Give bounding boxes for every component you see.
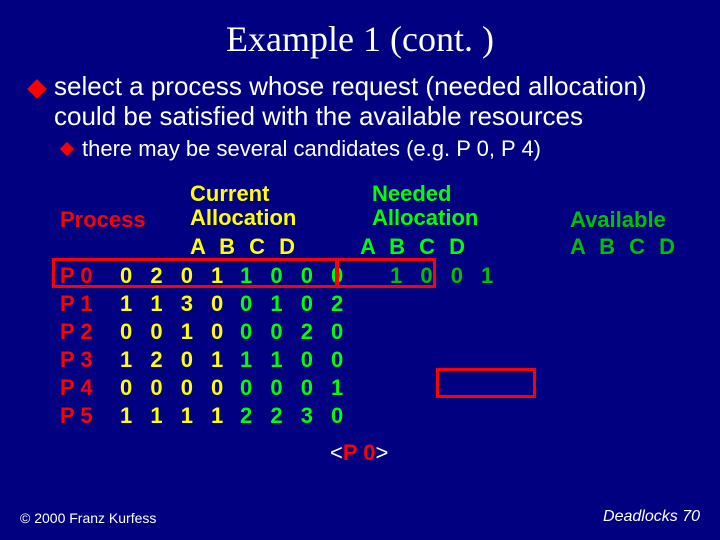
diamond-icon: [60, 142, 74, 156]
abcd-current: A B C D: [190, 234, 299, 260]
slide-title: Example 1 (cont. ): [0, 0, 720, 72]
slide-content: select a process whose request (needed a…: [0, 72, 720, 162]
needed-values: 1 1 0 0: [240, 346, 350, 374]
header-needed: Needed Allocation: [372, 182, 478, 230]
needed-values: 0 1 0 2: [240, 290, 350, 318]
copyright-text: © 2000 Franz Kurfess: [20, 510, 156, 526]
abcd-needed: A B C D: [360, 234, 469, 260]
sub-bullet-text: there may be several candidates (e.g. P …: [82, 136, 541, 162]
header-current: Current Allocation: [190, 182, 296, 230]
process-name: P 2: [60, 318, 120, 346]
table-row: P 11 1 3 0 0 1 0 2: [60, 290, 500, 318]
abcd-available: A B C D: [570, 234, 679, 260]
main-bullet: select a process whose request (needed a…: [30, 72, 690, 132]
selected-process: <P 0>: [330, 440, 388, 466]
highlight-box: [436, 368, 536, 398]
process-name: P 4: [60, 374, 120, 402]
current-values: 1 2 0 1: [120, 346, 230, 374]
needed-values: 0 0 2 0: [240, 318, 350, 346]
current-values: 0 0 0 0: [120, 374, 230, 402]
current-values: 1 1 3 0: [120, 290, 230, 318]
table-row: P 20 0 1 0 0 0 2 0: [60, 318, 500, 346]
process-name: P 1: [60, 290, 120, 318]
current-values: 1 1 1 1: [120, 402, 230, 430]
needed-values: 2 2 3 0: [240, 402, 350, 430]
table-row: P 31 2 0 1 1 1 0 0: [60, 346, 500, 374]
table-row: P 40 0 0 0 0 0 0 1: [60, 374, 500, 402]
table-row: P 51 1 1 1 2 2 3 0: [60, 402, 500, 430]
highlight-box: [52, 258, 338, 288]
angle-bracket-icon: >: [375, 440, 388, 465]
selected-process-label: P 0: [343, 440, 376, 465]
highlight-box: [336, 258, 436, 288]
current-values: 0 0 1 0: [120, 318, 230, 346]
angle-bracket-icon: <: [330, 440, 343, 465]
process-name: P 3: [60, 346, 120, 374]
header-available: Available: [570, 208, 666, 232]
needed-values: 0 0 0 1: [240, 374, 350, 402]
process-name: P 5: [60, 402, 120, 430]
diamond-icon: [27, 79, 47, 99]
main-bullet-text: select a process whose request (needed a…: [54, 72, 690, 132]
header-process: Process: [60, 208, 146, 232]
page-number: Deadlocks 70: [603, 508, 700, 526]
sub-bullet: there may be several candidates (e.g. P …: [30, 136, 690, 162]
